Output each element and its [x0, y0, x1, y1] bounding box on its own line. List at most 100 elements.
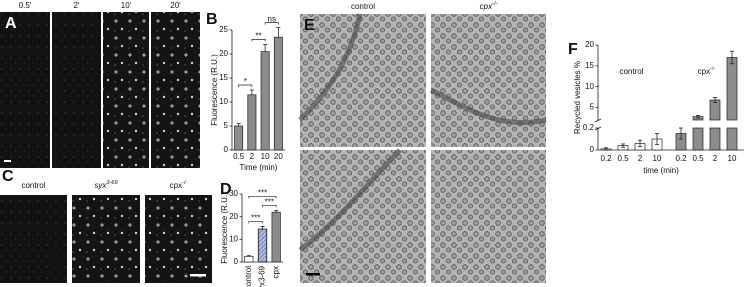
- bar-hatch: [257, 228, 268, 263]
- scale-bar: [306, 273, 320, 276]
- condition-label-text: control: [21, 181, 45, 190]
- sig-label: *: [244, 77, 247, 86]
- sig-label: ***: [265, 197, 274, 206]
- condition-label-sup: -/-: [182, 180, 187, 186]
- y-axis-label: Fluorescence (R.U.): [220, 192, 229, 264]
- y-tick-label: 0: [224, 145, 229, 154]
- micrograph: [52, 12, 101, 168]
- sig-bracket: [251, 39, 266, 42]
- panel-letter: F: [568, 41, 578, 58]
- series-name-sup: -/-: [710, 66, 715, 72]
- condition-label-sup: -/-: [492, 1, 497, 7]
- sig-label: ***: [258, 188, 267, 197]
- y-tick-label: 0.2: [583, 123, 595, 132]
- x-tick-label: 2: [638, 154, 643, 163]
- y-tick-label: 15: [219, 73, 228, 82]
- series-name: control: [619, 67, 643, 76]
- membrane: [298, 13, 547, 252]
- x-tick-label: control: [244, 266, 253, 287]
- x-axis-label: Time (min): [240, 163, 278, 172]
- x-tick-label: 2: [250, 152, 255, 161]
- sig-label: **: [255, 32, 261, 41]
- x-tick-label: 10: [653, 154, 662, 163]
- bar-lower: [692, 127, 704, 151]
- y-tick-label: 15: [585, 61, 594, 70]
- y-tick-label: 20: [585, 40, 594, 49]
- time-label: 20': [170, 1, 181, 10]
- y-tick-label: 10: [219, 97, 228, 106]
- x-tick-label: 20: [274, 152, 283, 161]
- bar: [271, 211, 281, 263]
- x-axis-label: time (min): [643, 166, 679, 175]
- bar-lower: [709, 127, 721, 151]
- time-label: 10': [121, 1, 132, 10]
- sig-bracket: [238, 84, 253, 87]
- y-tick-label: 20: [229, 212, 238, 221]
- x-tick-label: syx3-69: [258, 265, 267, 287]
- bar: [260, 51, 270, 151]
- micrograph: [145, 195, 212, 283]
- micrograph: [151, 12, 200, 168]
- micrograph: [431, 14, 546, 147]
- micrograph: [103, 12, 149, 168]
- y-axis-label: Recycled vesicles %: [573, 61, 582, 134]
- series-name: cpx: [698, 67, 710, 76]
- micrograph: [300, 150, 426, 283]
- micrograph: [300, 14, 426, 147]
- x-tick-label: 2: [713, 154, 718, 163]
- sig-bracket: [262, 204, 277, 208]
- bar: [234, 125, 244, 151]
- x-tick-label: 0.5: [233, 152, 245, 161]
- panel-letter: D: [220, 181, 232, 198]
- panel-letter: C: [2, 168, 14, 185]
- sig-bracket: [248, 195, 277, 199]
- sig-bracket: [264, 22, 279, 25]
- axis-break: [594, 118, 602, 123]
- panel-letter: A: [5, 15, 17, 32]
- series-label: cpx-/-: [698, 66, 716, 76]
- condition-label-text: control: [351, 2, 375, 11]
- bar: [247, 94, 257, 151]
- condition-label-text: syx: [94, 181, 107, 190]
- time-label: 2': [74, 1, 80, 10]
- y-tick-label: 25: [219, 25, 228, 34]
- panel-letter: B: [206, 11, 218, 28]
- x-tick-label: 10: [728, 154, 737, 163]
- micrograph: [72, 195, 140, 283]
- sig-label: ns: [268, 15, 276, 24]
- condition-label-text: cpx: [170, 181, 182, 190]
- sig-label: ***: [251, 214, 260, 223]
- bar-upper: [726, 57, 738, 121]
- condition-label-sup: 3-69: [106, 180, 117, 186]
- x-tick-label: 0.2: [675, 154, 687, 163]
- y-tick-label: 5: [224, 121, 229, 130]
- bar: [273, 36, 283, 151]
- sig-bracket: [248, 221, 263, 224]
- x-tick-label: 0.5: [692, 154, 704, 163]
- condition-label: control: [21, 181, 45, 190]
- bar-lower: [726, 127, 738, 151]
- micrograph: [0, 195, 67, 283]
- x-tick-label: 0.5: [617, 154, 629, 163]
- panel-letter: E: [304, 17, 315, 34]
- y-tick-label: 5: [590, 103, 595, 112]
- y-tick-label: 10: [585, 82, 594, 91]
- y-axis-label: Fluorescence (R.U.): [210, 54, 219, 126]
- y-tick-label: 20: [219, 49, 228, 58]
- x-tick-label: 10: [261, 152, 270, 161]
- condition-label: control: [351, 2, 375, 11]
- condition-label: cpx-/-: [480, 1, 498, 11]
- condition-label: syx3-69: [94, 180, 117, 190]
- bar: [244, 255, 254, 263]
- axis-break: [594, 126, 602, 131]
- bar-upper: [709, 99, 721, 121]
- micrograph: [0, 12, 50, 168]
- y-tick-label: 0: [590, 145, 595, 154]
- scale-bar: [190, 274, 206, 277]
- y-tick-label: 0: [234, 257, 239, 266]
- scale-bar: [4, 160, 11, 162]
- series-label: control: [619, 67, 643, 76]
